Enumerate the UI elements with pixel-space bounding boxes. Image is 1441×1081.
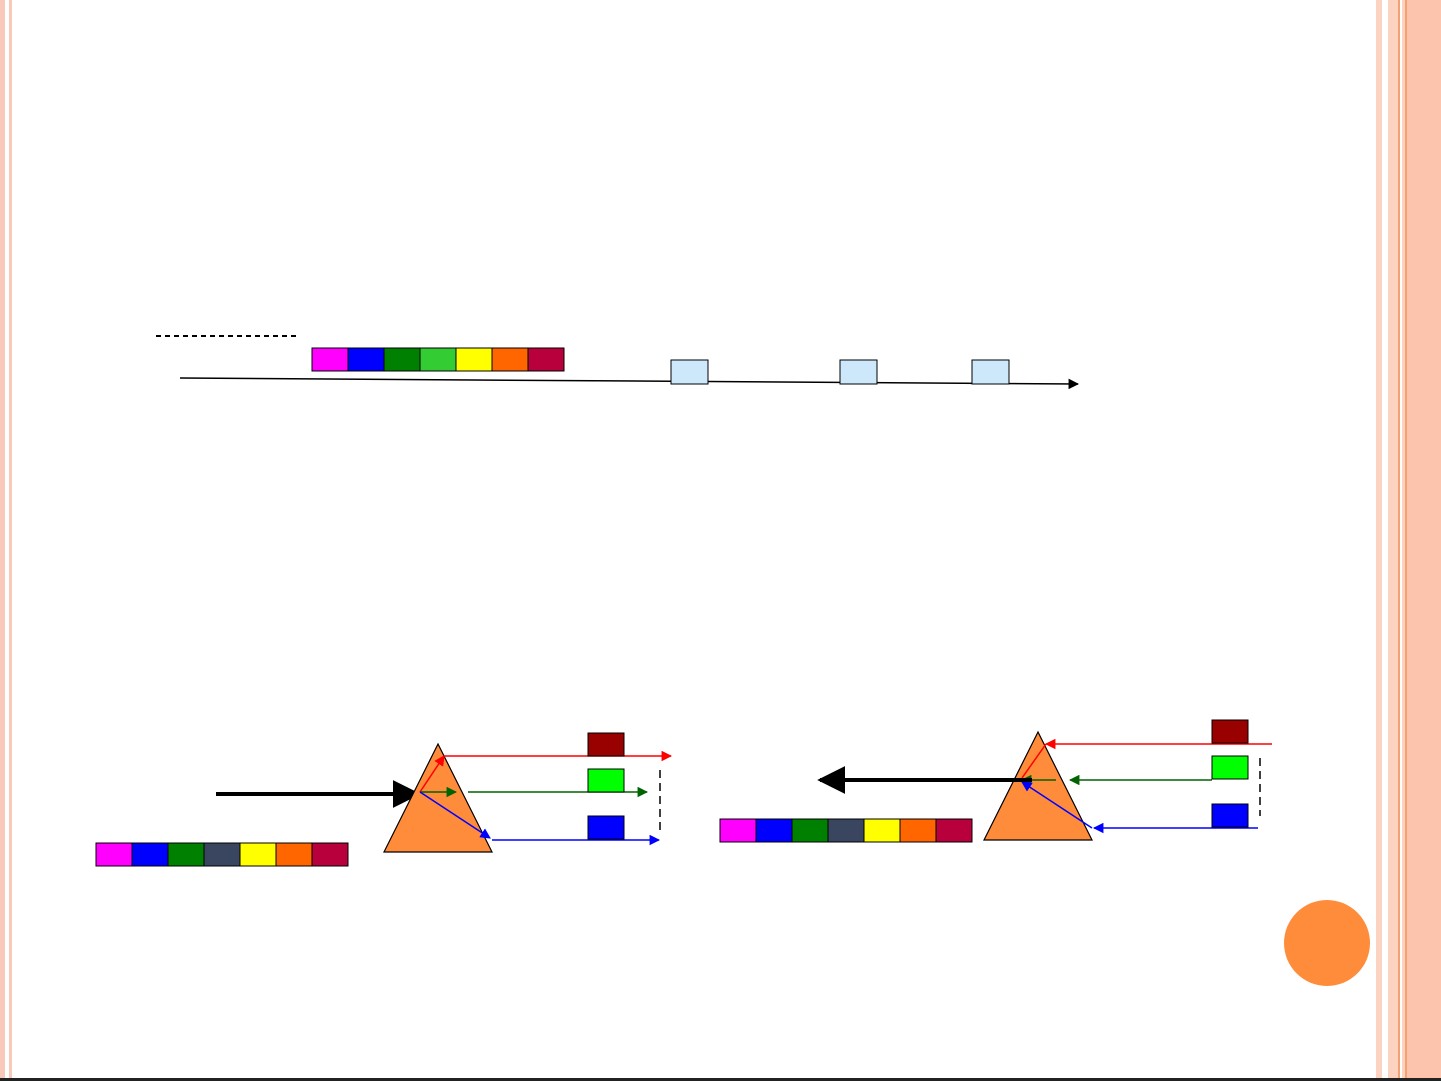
spectrum-bottom-left-cell-4: [203, 842, 241, 867]
spectrum-bottom-right-cell-7: [935, 818, 973, 843]
right-border: [1376, 0, 1441, 1081]
spectrum-bottom-right-cell-5: [863, 818, 901, 843]
swatch-blue-left: [587, 815, 625, 840]
dispersion-diagram: [95, 732, 673, 867]
spectrum-bottom-right-cell-2: [755, 818, 793, 843]
spectrum-bottom-left-cell-2: [131, 842, 169, 867]
prism-right: [983, 730, 1093, 841]
spectrum-top-cell-1: [311, 347, 349, 372]
blue-ray-converge: [1021, 781, 1093, 829]
spectrum-bottom-left-cell-1: [95, 842, 133, 867]
blue-ray-internal: [419, 791, 491, 839]
spectrum-bottom-left-cell-6: [275, 842, 313, 867]
swatch-blue-right: [1211, 803, 1249, 828]
spectrum-bottom-right-cell-3: [791, 818, 829, 843]
timeline-marker-3: [971, 359, 1010, 385]
spectrum-top-cell-5: [455, 347, 493, 372]
spectrum-bottom-left-cell-7: [311, 842, 349, 867]
spectrum-bottom-left-cell-5: [239, 842, 277, 867]
spectrum-top-cell-3: [383, 347, 421, 372]
swatch-red-left: [587, 732, 625, 757]
bottom-rule: [0, 1078, 1441, 1081]
spectrum-bottom-left-cell-3: [167, 842, 205, 867]
timeline-markers: [670, 359, 1010, 385]
spectrum-bar-top: [311, 347, 565, 372]
spectrum-top-cell-6: [491, 347, 529, 372]
spectrum-bar-bottom-right: [719, 818, 973, 843]
spectrum-top-cell-7: [527, 347, 565, 372]
spectrum-bottom-right-cell-6: [899, 818, 937, 843]
swatch-red-right: [1211, 719, 1249, 744]
spectrum-top-cell-2: [347, 347, 385, 372]
swatch-green-left: [587, 768, 625, 793]
swatch-green-right: [1211, 755, 1249, 780]
spectrum-bar-bottom-left: [95, 842, 349, 867]
page-badge: [1284, 900, 1370, 986]
timeline-marker-2: [839, 359, 878, 385]
recombination-diagram: [719, 719, 1272, 843]
spectrum-top-cell-4: [419, 347, 457, 372]
timeline-marker-1: [670, 359, 709, 385]
spectrum-bottom-right-cell-4: [827, 818, 865, 843]
spectrum-bottom-right-cell-1: [719, 818, 757, 843]
red-ray-converge: [1021, 743, 1047, 779]
red-ray-internal: [419, 755, 445, 793]
left-border: [0, 0, 12, 1081]
timeline-axis-arrow: [179, 377, 1080, 390]
prism-left: [383, 742, 493, 853]
